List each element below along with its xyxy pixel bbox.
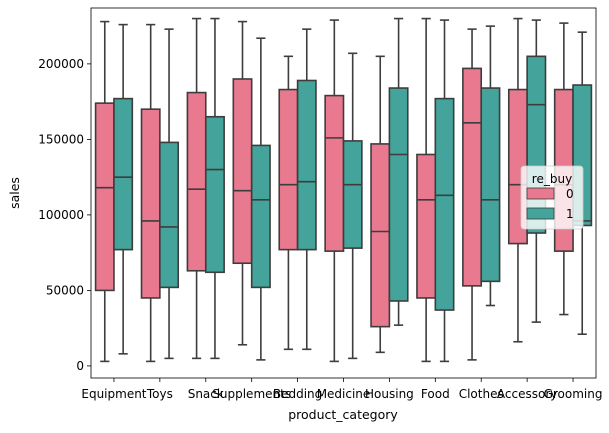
legend: re_buy 0 1: [520, 165, 584, 230]
box: [480, 87, 501, 283]
legend-title: re_buy: [532, 172, 572, 186]
y-tick-label: 150000: [38, 132, 84, 146]
box: [434, 97, 455, 311]
box: [140, 108, 161, 299]
x-tick-label: Accessory: [497, 387, 557, 401]
box: [462, 67, 483, 287]
x-tick-label: Clothes: [459, 387, 504, 401]
box: [388, 87, 409, 302]
legend-swatch-1: [526, 207, 555, 220]
box: [94, 102, 115, 292]
y-tick-label: 100000: [38, 208, 84, 222]
y-tick-label: 0: [76, 359, 84, 373]
box: [370, 143, 391, 328]
box: [204, 115, 225, 274]
box: [278, 88, 299, 251]
x-tick-label: Supplements: [212, 387, 291, 401]
x-tick-label: Housing: [365, 387, 414, 401]
y-tick-label: 200000: [38, 57, 84, 71]
box: [113, 97, 134, 251]
y-tick-label: 50000: [46, 283, 84, 297]
axes-layer: Equipment Toys SnackSupplementsBeddingMedi…: [38, 57, 602, 401]
x-tick-label: Toys: [146, 387, 173, 401]
x-tick-label: Snack: [188, 387, 224, 401]
x-tick-label: Grooming: [544, 387, 603, 401]
legend-label-0: 0: [566, 187, 574, 201]
x-tick-label: Medicine: [317, 387, 371, 401]
plot-frame: [90, 7, 597, 379]
box: [296, 79, 317, 251]
legend-swatch-0: [526, 187, 555, 200]
box: [159, 141, 180, 289]
box: [250, 144, 271, 289]
box: [342, 140, 363, 249]
x-axis-label: product_category: [288, 407, 398, 422]
y-axis-label: sales: [7, 177, 22, 209]
legend-label-1: 1: [566, 207, 574, 221]
x-tick-label: Bedding: [273, 387, 322, 401]
x-tick-label: Equipment: [81, 387, 146, 401]
box: [232, 78, 253, 265]
box: [324, 94, 345, 252]
x-tick-label: Food: [421, 387, 450, 401]
box: [186, 91, 207, 272]
box: [416, 153, 437, 299]
